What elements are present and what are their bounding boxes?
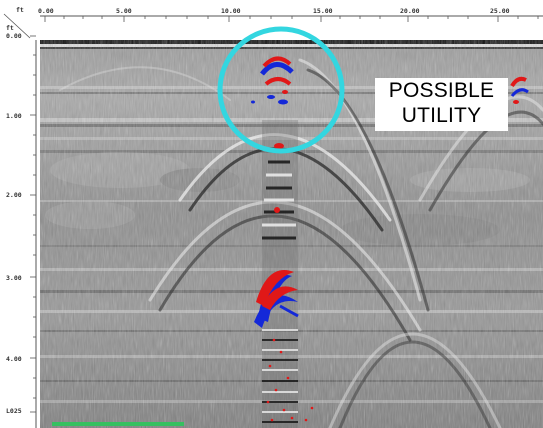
utility-reflection-shallow [251,56,294,213]
line-label: L025 [6,407,22,415]
marker-strip [52,422,184,426]
x-tick-labels: 0.00 5.00 10.00 15.00 20.00 25.00 [38,7,510,15]
x-ticks [44,16,539,22]
depth-tick-labels: 0.00 1.00 2.00 3.00 4.00 L025 [6,32,22,415]
utility-reflection-right [510,76,529,104]
depth-unit-label: ft [6,24,14,32]
x-tick-label: 5.00 [116,7,132,15]
depth-tick-label: 1.00 [6,112,22,120]
x-tick-label: 0.00 [38,7,54,15]
x-tick-label: 15.00 [313,7,333,15]
depth-tick-label: 3.00 [6,274,22,282]
depth-tick-label: 4.00 [6,355,22,363]
depth-tick-label: 2.00 [6,191,22,199]
callout-line-2: UTILITY [401,104,482,127]
utility-reflection-deep [254,270,314,422]
depth-tick-label: 0.00 [6,32,22,40]
possible-utility-callout: POSSIBLE UTILITY [375,78,508,131]
utility-highlight-circle [217,26,345,154]
x-unit-label: ft [16,6,24,14]
x-tick-label: 25.00 [490,7,510,15]
x-tick-label: 20.00 [400,7,420,15]
x-tick-label: 10.00 [221,7,241,15]
callout-line-1: POSSIBLE [388,79,495,102]
depth-ticks [30,35,36,413]
